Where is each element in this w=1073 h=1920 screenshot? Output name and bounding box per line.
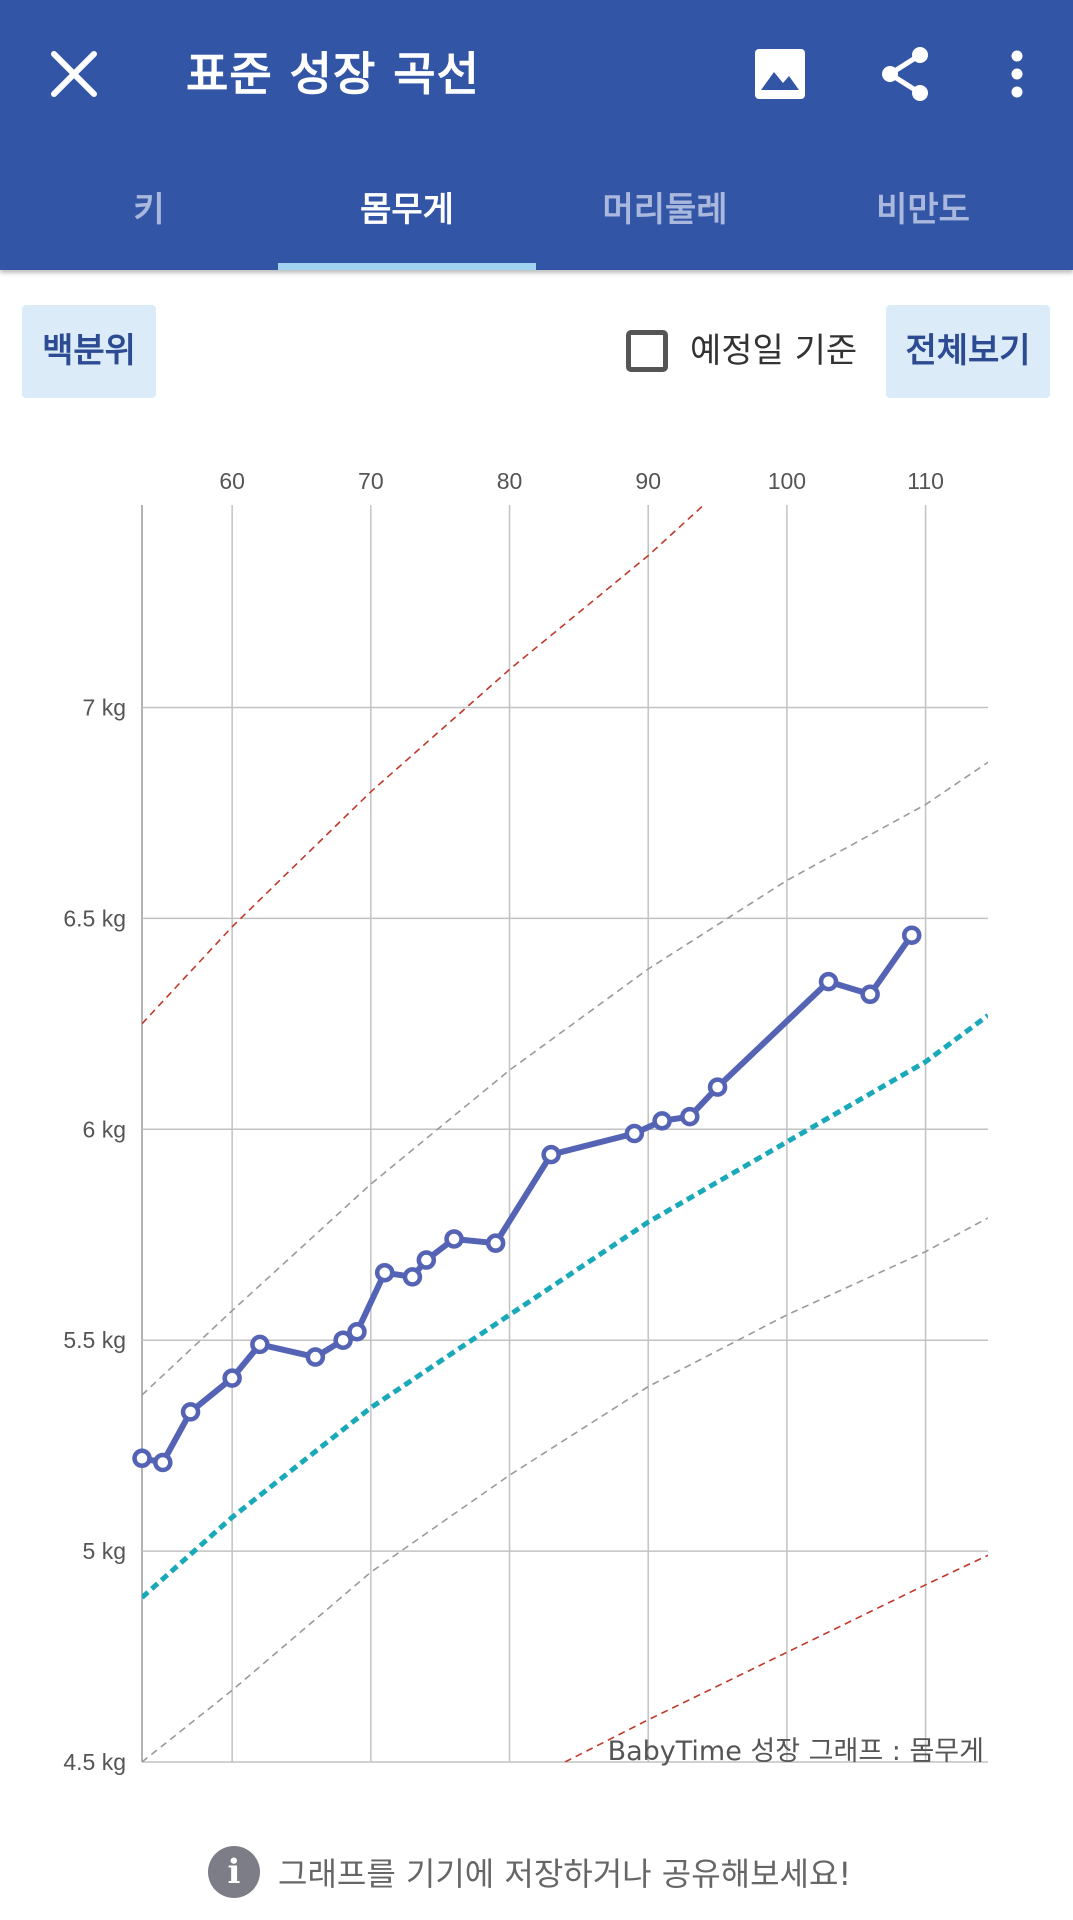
weight-data-point [680,1106,700,1127]
weight-data-point [132,1448,152,1469]
weight-data-point [444,1229,464,1249]
image-icon[interactable] [748,42,812,106]
weight-data-point [624,1123,645,1144]
weight-series-line [142,933,915,1466]
reference-curve-gray-dashed [142,761,988,1396]
x-tick-label: 80 [497,468,523,494]
footer-hint: i 그래프를 기기에 저장하거나 공유해보세요! [208,1844,851,1900]
footer-text: 그래프를 기기에 저장하거나 공유해보세요! [278,1855,852,1893]
weight-data-point [347,1322,367,1342]
percentile-button[interactable]: 백분위 [22,305,156,398]
weight-data-point [222,1368,242,1388]
weight-data-point [333,1330,353,1350]
tab-bar: 키 몸무게 머리둘레 비만도 [0,170,1073,270]
weight-data-point [402,1267,423,1287]
x-tick-label: 70 [358,468,384,494]
x-tick-label: 60 [219,468,245,494]
more-vert-icon[interactable] [985,42,1049,106]
reference-curve-gray-dashed [142,1217,988,1762]
page-title: 표준 성장 곡선 [186,47,480,101]
weight-data-point [374,1262,395,1283]
app-bar: 표준 성장 곡선 키 몸무게 머리둘레 비만도 [0,0,1073,270]
close-icon[interactable] [44,44,104,104]
reference-curve-red-dashed [142,505,705,1025]
y-tick-label: 6.5 kg [63,905,126,931]
info-icon: i [208,1846,260,1898]
weight-data-point [305,1347,326,1367]
weight-data-point [860,984,880,1005]
share-icon[interactable] [874,42,938,106]
view-all-button[interactable]: 전체보기 [886,305,1050,398]
y-tick-label: 4.5 kg [63,1749,126,1775]
y-tick-label: 5 kg [83,1538,126,1564]
weight-data-point [652,1111,672,1131]
y-tick-label: 6 kg [83,1116,126,1142]
tab-height[interactable]: 키 [133,190,165,230]
weight-data-point [153,1452,173,1473]
weight-data-point [901,925,922,945]
x-tick-label: 90 [635,468,661,494]
weight-data-point [180,1402,201,1422]
reference-curve-median-teal [142,1013,988,1600]
x-tick-label: 110 [907,468,944,494]
x-tick-label: 100 [768,468,806,494]
weight-data-point [707,1077,728,1097]
weight-data-point [485,1233,506,1253]
tab-head-circumference[interactable]: 머리둘레 [602,190,728,230]
tab-weight[interactable]: 몸무게 [360,190,454,230]
weight-data-point [541,1144,561,1165]
tab-bmi[interactable]: 비만도 [876,190,970,230]
due-date-label: 예정일 기준 [690,331,858,371]
due-date-checkbox[interactable] [626,330,668,372]
weight-data-point [416,1250,437,1270]
weight-data-point [250,1334,270,1355]
reference-curve-red-dashed [564,1554,988,1762]
active-tab-indicator [278,263,536,270]
weight-data-point [818,971,839,992]
y-tick-label: 5.5 kg [63,1327,126,1353]
chart-watermark: BabyTime 성장 그래프 : 몸무게 [608,1736,984,1767]
y-tick-label: 7 kg [83,694,126,720]
